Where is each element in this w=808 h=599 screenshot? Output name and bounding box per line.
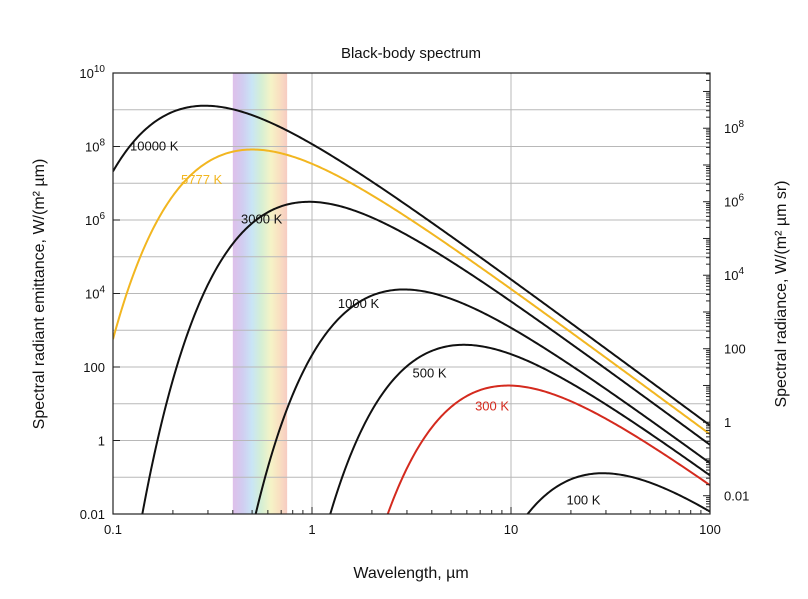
y-tick-label-right: 0.01: [724, 489, 749, 504]
curve-label-500k: 500 K: [413, 366, 447, 381]
y-axis-title-left: Spectral radiant emittance, W/(m² µm): [31, 159, 48, 430]
y-tick-label-left: 1: [98, 434, 105, 449]
chart-title: Black-body spectrum: [341, 45, 481, 62]
curve-label-5777k: 5777 K: [181, 172, 223, 187]
tick-labels: 0.1 1 10 100 0.01 1 100 104 106 108 1010 0.01 1 100 10…: [79, 64, 749, 537]
curve-500k: [329, 343, 710, 514]
y-tick-label-left: 1010: [79, 64, 105, 81]
x-tick-label: 1: [308, 522, 315, 537]
curve-label-300k: 300 K: [475, 398, 509, 413]
grid-lines: [113, 73, 710, 514]
y-tick-label-left: 0.01: [80, 507, 105, 522]
tick-marks: [112, 72, 710, 515]
curve-label-3000k: 3000 K: [241, 211, 283, 226]
y-axis-title-right: Spectral radiance, W/(m² µm sr): [773, 180, 790, 407]
y-tick-label-right: 108: [724, 119, 744, 136]
x-tick-label: 10: [504, 522, 518, 537]
curve-group: [113, 104, 710, 514]
y-tick-label-right: 104: [724, 266, 744, 283]
curve-label-100k: 100 K: [566, 492, 600, 507]
y-tick-label-left: 104: [85, 285, 105, 302]
y-tick-label-left: 106: [85, 211, 105, 228]
curve-label-10000k: 10000 K: [130, 139, 179, 154]
curve-label-1000k: 1000 K: [338, 296, 380, 311]
x-tick-label: 0.1: [104, 522, 122, 537]
curve-1000k: [254, 288, 710, 514]
y-tick-label-right: 106: [724, 193, 744, 210]
y-tick-label-right: 1: [724, 415, 731, 430]
curve-300k: [386, 384, 710, 514]
y-tick-label-right: 100: [724, 342, 746, 357]
curve-100k: [526, 472, 710, 514]
y-tick-label-left: 100: [83, 360, 105, 375]
y-tick-label-left: 108: [85, 138, 105, 155]
x-axis-title: Wavelength, µm: [353, 565, 468, 582]
x-tick-label: 100: [699, 522, 721, 537]
curve-10000k: [113, 104, 710, 427]
curve-5777k: [113, 148, 710, 436]
curve-labels: 10000 K 5777 K 3000 K 1000 K 500 K 300 K 100 K: [130, 139, 601, 508]
curve-3000k: [141, 200, 710, 514]
